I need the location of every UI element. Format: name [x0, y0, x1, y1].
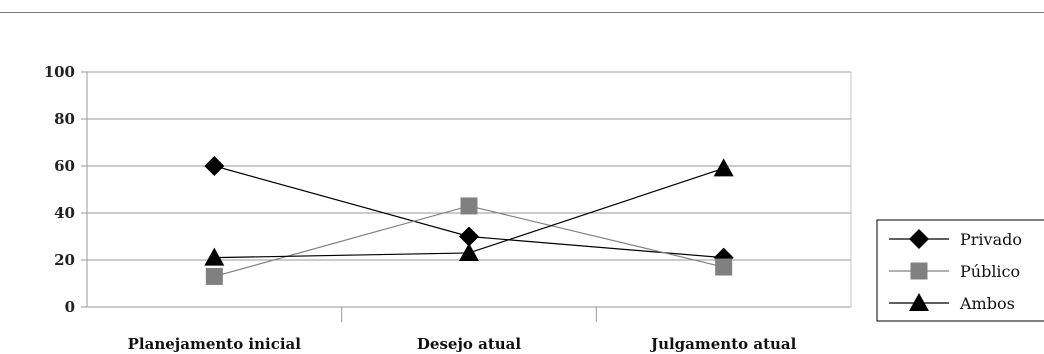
- legend: Privado Público Ambos: [876, 219, 1044, 322]
- axes: [81, 71, 852, 322]
- y-tick-label: 100: [44, 63, 75, 81]
- data-point: [459, 242, 479, 261]
- data-point: [715, 258, 733, 276]
- data-point: [459, 226, 479, 247]
- x-category-label: Planejamento inicial: [128, 335, 302, 353]
- series-group: [204, 156, 734, 285]
- legend-entry: Público: [889, 262, 1020, 281]
- legend-label: Ambos: [959, 294, 1015, 313]
- series-1: [205, 197, 733, 285]
- y-tick-label: 20: [54, 251, 75, 269]
- legend-entry: Privado: [889, 229, 1022, 249]
- legend-label: Público: [960, 262, 1020, 281]
- y-tick-label: 80: [54, 110, 75, 128]
- legend-entry: Ambos: [889, 293, 1015, 313]
- data-point: [713, 158, 734, 177]
- y-tick-label: 40: [54, 204, 75, 222]
- series-2: [204, 158, 734, 266]
- data-point: [460, 197, 478, 215]
- y-tick-labels: 0 20 40 60 80 100: [44, 63, 75, 316]
- legend-marker: [910, 262, 928, 280]
- data-point: [204, 156, 225, 176]
- x-category-labels: Planejamento inicial Desejo atual Julgamen…: [128, 335, 797, 353]
- legend-marker: [909, 293, 929, 311]
- legend-marker: [909, 229, 929, 249]
- y-tick-label: 0: [65, 298, 75, 316]
- x-category-label: Desejo atual: [417, 335, 521, 353]
- top-rule: [0, 12, 1044, 13]
- x-category-label: Julgamento atual: [649, 335, 797, 353]
- y-tick-label: 60: [54, 157, 75, 175]
- data-point: [205, 267, 223, 285]
- data-point: [204, 247, 225, 266]
- legend-label: Privado: [960, 230, 1022, 249]
